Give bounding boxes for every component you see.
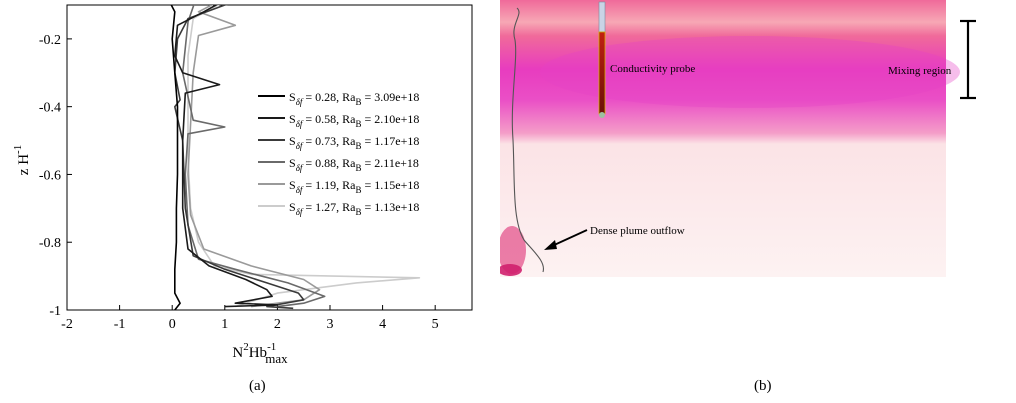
probe-tip [599,112,605,118]
x-tick-label: 2 [274,317,281,332]
y-tick-label: -0.6 [39,168,61,183]
series-line-2 [174,5,279,308]
legend-entry: Sδf = 0.28, RaB = 3.09e+18 [289,90,419,107]
ticks: -2 -1 0 1 2 3 4 5-1-0.8-0.6-0.4-0.2 [39,33,439,332]
y-tick-label: -0.4 [39,101,61,116]
x-tick-label: -2 [61,317,73,332]
series-line-3 [174,5,305,310]
mixing-band [540,36,960,108]
series-line-5 [187,5,321,308]
series-line-6 [187,5,421,308]
legend-entry: Sδf = 1.27, RaB = 1.13e+18 [289,200,419,217]
legend-entry: Sδf = 0.73, RaB = 1.17e+18 [289,134,419,151]
caption-a: (a) [249,378,266,394]
label-probe: Conductivity probe [610,63,695,75]
series-line-4 [181,5,326,308]
caption-b: (b) [754,378,772,394]
series-line-1 [170,5,181,310]
x-tick-label: 1 [221,317,228,332]
legend-entry: Sδf = 1.19, RaB = 1.15e+18 [289,178,419,195]
photo-b: Conductivity probe Mixing region Dense p… [500,0,976,277]
x-tick-label: 3 [326,317,333,332]
plot-frame [66,4,473,311]
probe-top [598,1,606,33]
legend-entry: Sδf = 0.58, RaB = 2.10e+18 [289,112,419,129]
conductivity-probe [598,31,606,115]
label-outflow: Dense plume outflow [590,225,685,237]
outflow-arrow [544,229,588,250]
x-tick-label: 4 [379,317,386,332]
outflow-stain [500,226,526,274]
y-axis-label: z H-1 [12,145,32,175]
x-tick-label: 0 [169,317,176,332]
chart-a: -2 -1 0 1 2 3 4 5-1-0.8-0.6-0.4-0.2 Sδf = 0.28,… [12,4,473,366]
y-tick-label: -0.8 [39,236,61,251]
x-axis-label: N2Hb-1 max [232,341,288,366]
y-tick-label: -1 [49,304,61,319]
label-mixing: Mixing region [888,65,952,77]
series-lines [170,5,421,310]
profile-trace [511,7,545,273]
x-tick-label: 5 [432,317,439,332]
legend-entry: Sδf = 0.88, RaB = 2.11e+18 [289,156,419,173]
outflow-stain-2 [500,264,522,276]
mixing-bracket [960,19,976,100]
legend: Sδf = 0.28, RaB = 3.09e+18 Sδf = 0.58, Ra… [258,90,419,217]
tank-photo [500,0,946,277]
x-tick-label: -1 [114,317,126,332]
y-tick-label: -0.2 [39,33,61,48]
